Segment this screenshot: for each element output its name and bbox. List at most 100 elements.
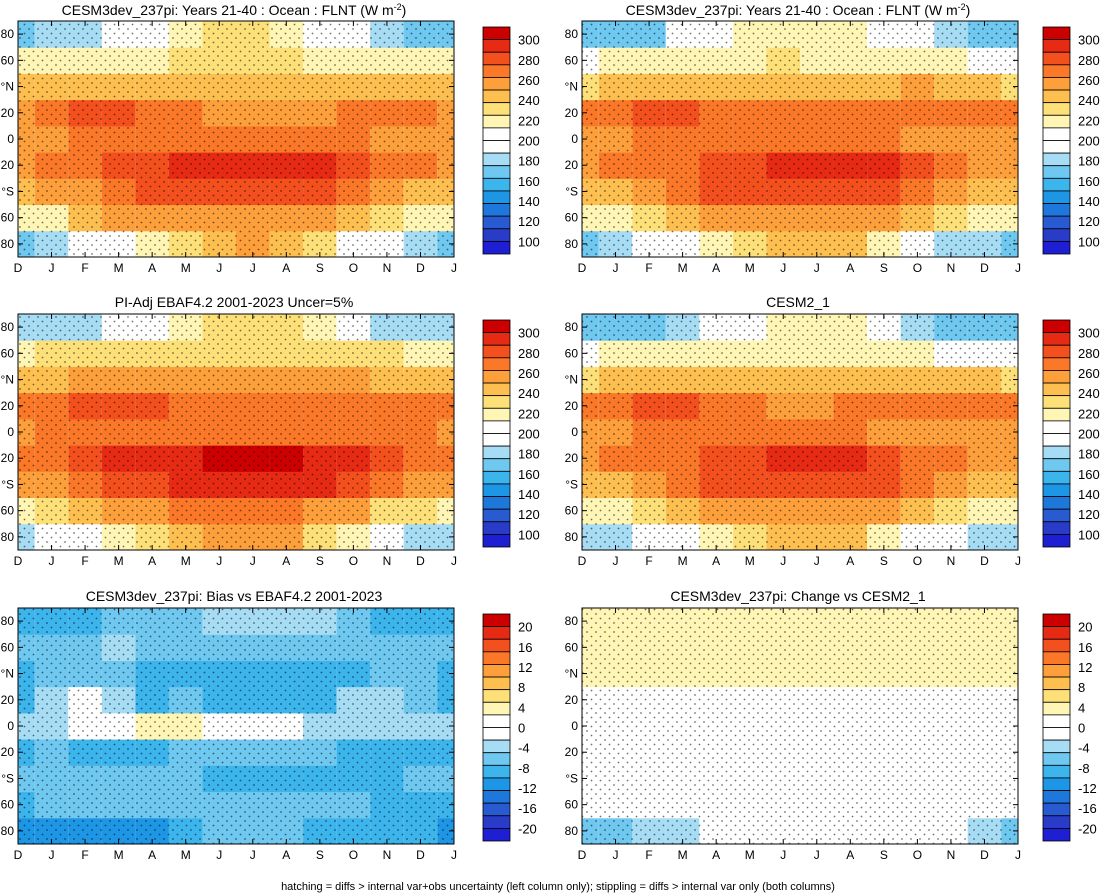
colorbar-box: [482, 764, 511, 779]
colorbar-box: [1042, 701, 1071, 716]
x-tick-label: D: [14, 848, 23, 862]
colorbar-box: [482, 240, 511, 255]
y-tick-label: 60: [1, 798, 15, 812]
colorbar-label: 16: [518, 640, 532, 655]
colorbar-label: 20: [1078, 620, 1092, 635]
plot-area: D J F M A M J J A S O N D J 80 60 °N 20 0 20 °S 60 80: [1, 313, 457, 568]
x-tick-label: D: [578, 848, 587, 862]
x-tick-label: M: [745, 848, 755, 862]
plot-area: D J F M A M J J A S O N D J 80 60 °N 20 0 20 °S 60 80: [565, 607, 1021, 862]
y-tick-label: 60: [565, 53, 579, 67]
colorbar-box: [482, 458, 511, 472]
x-tick-label: M: [181, 554, 191, 568]
colorbar-box: [1042, 613, 1071, 628]
x-tick-label: M: [181, 848, 191, 862]
x-tick-label: F: [81, 554, 88, 568]
x-tick-label: J: [49, 554, 55, 568]
x-tick-label: J: [814, 261, 820, 275]
x-tick-label: D: [416, 261, 425, 275]
colorbar-box: [482, 483, 511, 497]
y-tick-label: 0: [571, 132, 578, 146]
colorbar-box: [482, 420, 511, 434]
y-tick-label: 80: [565, 320, 579, 334]
colorbar-box: [1042, 777, 1071, 791]
y-tick-label: 60: [565, 504, 579, 518]
colorbar-box: [482, 651, 511, 665]
colorbar-label: -4: [1078, 741, 1090, 756]
colorbar-label: 140: [518, 194, 540, 209]
panel-2: PI-Adj EBAF4.2 2001-2023 Uncer=5% D J F M A M…: [1, 294, 540, 568]
x-tick-label: A: [712, 261, 720, 275]
colorbar-box: [482, 26, 511, 41]
colorbar-box: [1042, 64, 1071, 78]
colorbar-label: 120: [1078, 214, 1100, 229]
colorbar-label: 180: [1078, 447, 1100, 462]
panel-title: PI-Adj EBAF4.2 2001-2023 Uncer=5%: [115, 294, 354, 310]
colorbar-box: [482, 664, 511, 678]
colorbar-box: [1042, 676, 1071, 691]
x-tick-label: J: [1015, 554, 1021, 568]
colorbar-box: [1042, 203, 1071, 217]
colorbar-box: [482, 64, 511, 78]
colorbar-box: [1042, 177, 1071, 192]
y-tick-label: °N: [565, 373, 578, 387]
y-tick-label: 0: [7, 132, 14, 146]
x-tick-label: J: [216, 261, 222, 275]
y-tick-label: °S: [1, 477, 14, 491]
x-tick-label: F: [645, 554, 652, 568]
colorbar-box: [482, 77, 511, 91]
x-tick-label: J: [451, 554, 457, 568]
colorbar-box: [1042, 802, 1071, 817]
x-tick-label: D: [980, 261, 989, 275]
colorbar-box: [1042, 114, 1071, 129]
colorbar-box: [1042, 140, 1071, 154]
colorbar-label: 16: [1078, 640, 1092, 655]
x-tick-label: D: [14, 261, 23, 275]
colorbar-box: [482, 638, 511, 653]
colorbar-box: [1042, 319, 1071, 334]
colorbar-box: [482, 203, 511, 217]
colorbar-box: [482, 701, 511, 716]
y-tick-label: 0: [571, 719, 578, 733]
y-tick-label: °S: [1, 184, 14, 198]
colorbar-box: [482, 407, 511, 422]
colorbar-label: 260: [518, 73, 540, 88]
y-tick-label: 80: [565, 27, 579, 41]
colorbar-label: 300: [518, 33, 540, 48]
x-tick-label: A: [148, 261, 156, 275]
x-tick-label: M: [181, 261, 191, 275]
colorbar-box: [482, 152, 511, 167]
colorbar-box: [1042, 689, 1071, 703]
colorbar-label: 180: [518, 447, 540, 462]
colorbar-box: [482, 727, 511, 741]
y-tick-label: 20: [1, 106, 15, 120]
x-tick-label: N: [383, 554, 392, 568]
y-tick-label: 80: [1, 27, 15, 41]
x-tick-label: N: [383, 848, 392, 862]
colorbar-box: [482, 177, 511, 192]
plot-area: D J F M A M J J A S O N D J 80 60 °N 20 0 20 °S 60 80: [565, 20, 1021, 275]
y-tick-label: 60: [1, 346, 15, 360]
x-tick-label: O: [349, 261, 358, 275]
colorbar-box: [1042, 521, 1071, 535]
stipple-overlay: [582, 314, 1018, 550]
colorbar-box: [1042, 508, 1071, 523]
x-tick-label: N: [383, 261, 392, 275]
colorbar-box: [482, 827, 511, 842]
x-tick-label: D: [416, 554, 425, 568]
colorbar-label: 0: [1078, 721, 1085, 736]
y-tick-label: 80: [1, 614, 15, 628]
y-tick-label: 60: [565, 346, 579, 360]
colorbar-box: [482, 802, 511, 817]
colorbar-label: 200: [518, 427, 540, 442]
y-tick-label: °N: [565, 667, 578, 681]
x-tick-label: J: [451, 848, 457, 862]
colorbar-label: 280: [518, 53, 540, 68]
colorbar-box: [482, 114, 511, 129]
x-tick-label: D: [578, 261, 587, 275]
colorbar-box: [482, 445, 511, 460]
y-tick-label: 80: [1, 237, 15, 251]
colorbar-box: [1042, 638, 1071, 653]
colorbar-box: [482, 508, 511, 523]
